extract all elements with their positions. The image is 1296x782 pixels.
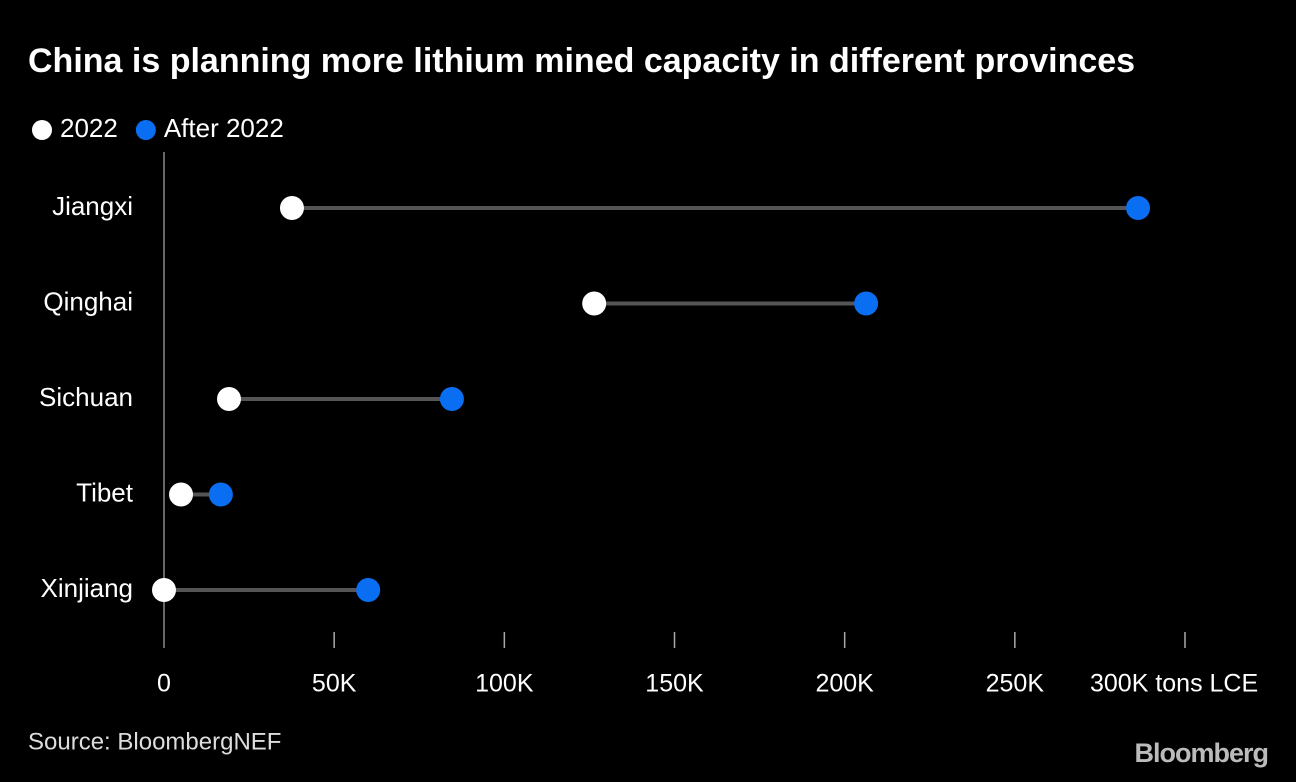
x-tick-label: 200K [815,670,874,698]
legend-label: 2022 [60,113,118,143]
logo: Bloomberg [1134,738,1268,768]
dot [169,482,194,507]
x-tick-label: 0 [157,670,171,698]
dot [356,578,381,602]
legend-swatch [135,120,156,140]
x-tick-label: 100K [475,670,534,698]
dot [208,482,233,507]
dot [439,387,464,411]
dot [279,196,304,220]
x-tick-label: 50K [312,670,357,698]
x-tick-label: 150K [645,670,704,698]
x-tick-label: 250K [986,670,1045,698]
dot [854,291,879,316]
dot [217,387,242,411]
y-tick-label: Tibet [76,477,134,507]
y-tick-label: Jiangxi [52,191,133,221]
y-tick-label: Xinjiang [40,573,133,603]
legend-label: After 2022 [164,113,284,143]
dot [582,291,607,316]
dot [152,578,176,602]
legend-swatch [32,120,52,140]
y-tick-label: Sichuan [39,382,133,412]
chart-title: China is planning more lithium mined cap… [28,42,1135,80]
dot [1126,196,1151,220]
x-tick-label: 300K tons LCE [1090,670,1258,698]
y-tick-label: Qinghai [43,286,133,316]
source: Source: BloombergNEF [28,728,281,755]
